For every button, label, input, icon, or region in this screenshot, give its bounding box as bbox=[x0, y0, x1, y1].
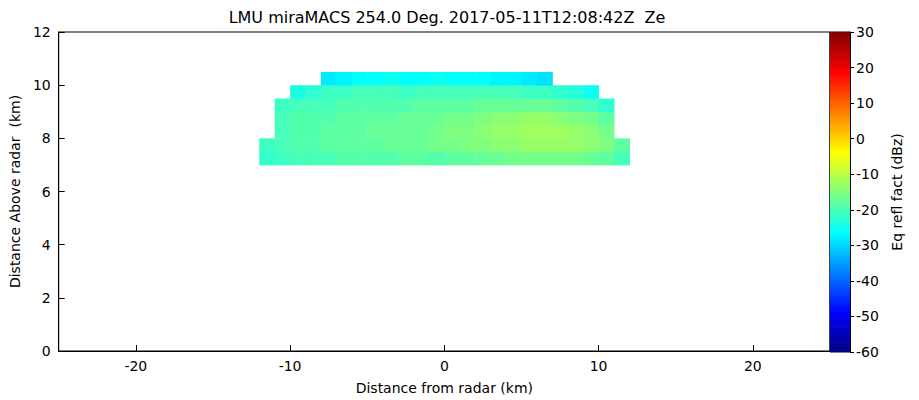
svg-text:10: 10 bbox=[33, 77, 51, 93]
svg-text:6: 6 bbox=[42, 184, 51, 200]
svg-text:30: 30 bbox=[856, 24, 874, 40]
svg-text:-10: -10 bbox=[856, 166, 879, 182]
svg-text:-20: -20 bbox=[856, 202, 879, 218]
svg-text:10: 10 bbox=[856, 95, 874, 111]
svg-text:20: 20 bbox=[856, 60, 874, 76]
svg-text:2: 2 bbox=[42, 290, 51, 306]
svg-text:-20: -20 bbox=[124, 358, 147, 374]
svg-text:-50: -50 bbox=[856, 308, 879, 324]
svg-text:0: 0 bbox=[42, 343, 51, 359]
svg-text:20: 20 bbox=[744, 358, 762, 374]
svg-text:-30: -30 bbox=[856, 237, 879, 253]
svg-text:12: 12 bbox=[33, 24, 51, 40]
svg-text:LMU miraMACS 254.0 Deg. 2017-0: LMU miraMACS 254.0 Deg. 2017-05-11T12:08… bbox=[229, 8, 666, 27]
svg-text:Distance from radar (km): Distance from radar (km) bbox=[356, 380, 533, 396]
svg-text:4: 4 bbox=[42, 237, 51, 253]
svg-text:10: 10 bbox=[590, 358, 608, 374]
svg-text:-60: -60 bbox=[856, 344, 879, 360]
svg-text:Distance Above radar (km): Distance Above radar (km) bbox=[7, 95, 23, 288]
svg-text:Eq refl fact (dBz): Eq refl fact (dBz) bbox=[889, 133, 905, 250]
svg-text:0: 0 bbox=[856, 131, 865, 147]
svg-text:-10: -10 bbox=[279, 358, 302, 374]
svg-text:-40: -40 bbox=[856, 273, 879, 289]
svg-text:0: 0 bbox=[440, 358, 449, 374]
svg-text:8: 8 bbox=[42, 130, 51, 146]
